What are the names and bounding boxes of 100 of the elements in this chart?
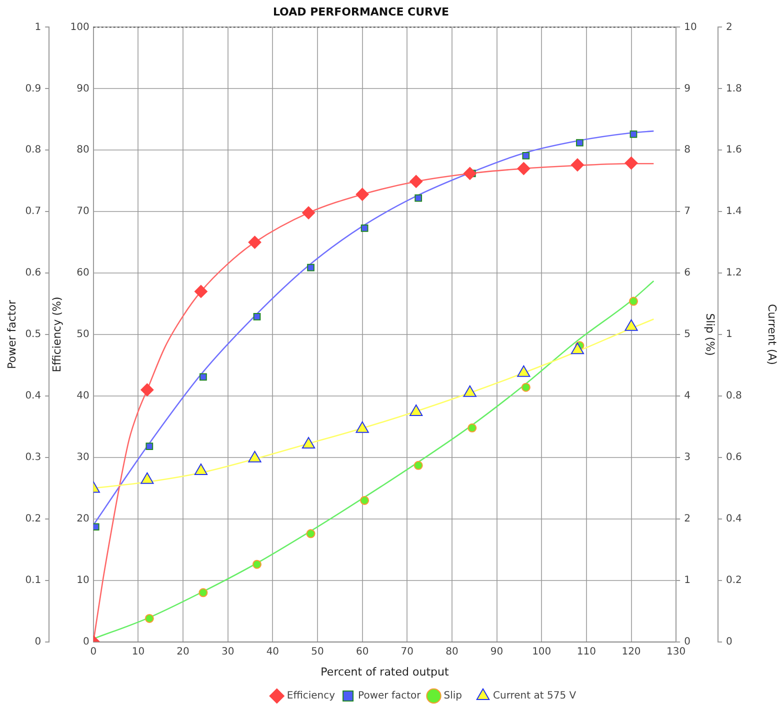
y-axis-title: Current (A) — [766, 304, 779, 365]
point — [248, 450, 262, 462]
x-tick-label: 130 — [666, 646, 686, 658]
x-tick-label: 10 — [132, 646, 145, 658]
point — [628, 296, 638, 306]
point — [140, 383, 154, 396]
y-tick-label: 0.5 — [25, 329, 42, 340]
y2-tick-label: 20 — [76, 513, 90, 524]
point — [144, 614, 154, 623]
y2-tick-label: 50 — [76, 329, 90, 340]
point — [463, 385, 476, 397]
x-tick-label: 100 — [532, 646, 552, 658]
point — [463, 166, 476, 180]
y-tick-label: 0.6 — [726, 452, 742, 464]
y3-tick-label: 8 — [684, 144, 690, 156]
point — [576, 139, 584, 146]
legend-label: Efficiency — [286, 690, 336, 702]
point — [630, 130, 638, 138]
point — [356, 188, 369, 201]
y-tick-label: 0.6 — [25, 268, 42, 279]
point — [360, 224, 368, 232]
y-tick-label: 0.2 — [726, 574, 742, 586]
legend-label: Power factor — [358, 690, 422, 702]
point — [93, 523, 100, 531]
y3-tick-label: 0 — [684, 636, 690, 648]
y3-tick-label: 1 — [684, 574, 690, 586]
point — [517, 365, 530, 377]
y-tick-label: 0.3 — [25, 452, 42, 464]
y2-tick-label: 90 — [76, 83, 90, 94]
point — [200, 373, 207, 381]
y3-tick-label: 3 — [684, 452, 690, 464]
y3-tick-label: 5 — [684, 329, 690, 340]
y-tick-label: 1.4 — [726, 206, 742, 218]
point — [248, 236, 262, 249]
point — [570, 158, 584, 172]
y-tick-label: 0.4 — [25, 390, 42, 402]
point — [522, 152, 530, 160]
y3-tick-label: 7 — [684, 206, 690, 218]
y3-tick-label: 2 — [684, 513, 690, 524]
y2-tick-label: 30 — [76, 452, 90, 464]
x-tick-label: 120 — [622, 646, 641, 658]
point — [146, 442, 154, 450]
x-tick-label: 80 — [446, 646, 458, 658]
y-tick-label: 2 — [726, 22, 732, 33]
y2-tick-label: 10 — [76, 574, 90, 586]
y-tick-label: 0.8 — [25, 144, 42, 156]
y2-tick-label: 100 — [70, 22, 90, 33]
y2-tick-label: 0 — [83, 636, 90, 648]
x-tick-label: 50 — [311, 646, 324, 658]
point — [253, 312, 261, 320]
x-tick-label: 40 — [266, 646, 280, 658]
y2-axis-title: Efficiency (%) — [50, 296, 64, 372]
x-tick-label: 70 — [400, 646, 414, 658]
point — [194, 284, 208, 298]
point — [624, 319, 638, 331]
x-tick-label: 110 — [576, 646, 596, 658]
y3-tick-label: 10 — [684, 22, 697, 33]
point — [302, 437, 316, 449]
chart-title: LOAD PERFORMANCE CURVE — [272, 5, 450, 18]
y-tick-label: 0 — [726, 636, 732, 648]
y-tick-label: 1.8 — [726, 83, 742, 94]
point — [468, 423, 477, 432]
x-tick-label: 20 — [176, 646, 190, 658]
point — [570, 342, 584, 354]
x-tick-label: 0 — [90, 646, 97, 658]
legend-label: Slip — [444, 690, 462, 702]
point — [517, 162, 530, 176]
point — [307, 264, 314, 272]
y-tick-label: 1.2 — [726, 268, 742, 279]
point — [252, 560, 262, 569]
point — [198, 588, 208, 598]
y3-tick-label: 4 — [684, 390, 690, 402]
x-tick-label: 90 — [490, 646, 504, 658]
x-axis-title: Percent of rated output — [320, 665, 450, 678]
y-tick-label: 0.8 — [726, 390, 742, 402]
y2-tick-label: 70 — [76, 206, 90, 218]
point — [306, 529, 316, 538]
y-tick-label: 1 — [34, 22, 42, 33]
y-tick-label: 0.7 — [25, 206, 42, 218]
y2-tick-label: 80 — [76, 144, 90, 156]
point — [140, 472, 154, 484]
point — [360, 496, 370, 505]
y-axis-title: Power factor — [5, 300, 18, 369]
point — [624, 156, 638, 170]
y-tick-label: 1 — [726, 329, 732, 340]
point — [194, 463, 208, 475]
y-tick-label: 1.6 — [726, 144, 742, 156]
y-tick-label: 0 — [34, 636, 42, 648]
y-tick-label: 0.9 — [25, 83, 42, 94]
legend-label: Current at 575 V — [493, 690, 576, 702]
point — [410, 404, 423, 416]
point — [356, 421, 369, 433]
x-tick-label: 60 — [356, 646, 369, 658]
point — [414, 460, 423, 470]
y-tick-label: 0.2 — [25, 513, 42, 524]
x-tick-label: 30 — [221, 646, 234, 658]
point — [521, 382, 530, 392]
point — [410, 174, 423, 188]
y2-tick-label: 40 — [76, 390, 90, 402]
y-tick-label: 0.1 — [25, 574, 42, 586]
